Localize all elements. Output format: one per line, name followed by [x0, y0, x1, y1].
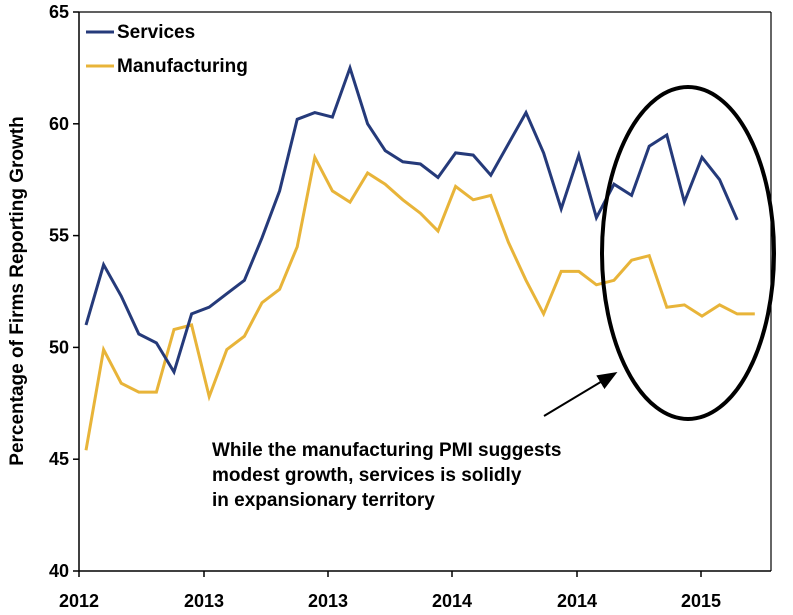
annotation-line-2: modest growth, services is solidly — [212, 465, 522, 486]
y-axis-label: Percentage of Firms Reporting Growth — [7, 116, 28, 465]
x-tick-label: 2012 — [59, 591, 99, 611]
y-tick-label: 50 — [49, 337, 69, 357]
y-tick-label: 45 — [49, 449, 69, 469]
annotation-arrow — [543, 371, 618, 417]
y-tick-label: 40 — [49, 561, 69, 581]
highlight-ellipse — [600, 85, 776, 421]
y-tick-label: 65 — [49, 2, 69, 22]
x-tick-label: 2013 — [308, 591, 348, 611]
annotation-line-3: in expansionary territory — [212, 490, 435, 511]
y-ticks: 40 45 50 55 60 65 — [49, 2, 79, 581]
x-tick-label: 2014 — [557, 591, 597, 611]
series-layer — [84, 63, 755, 451]
y-tick-label: 55 — [49, 226, 69, 246]
legend-label-services: Services — [117, 22, 195, 43]
x-ticks: 2012 2013 2013 2014 2014 2015 — [59, 571, 721, 611]
x-tick-label: 2014 — [432, 591, 472, 611]
annotation-line-1: While the manufacturing PMI suggests — [212, 440, 561, 461]
y-tick-label: 60 — [49, 114, 69, 134]
legend: Services Manufacturing — [86, 22, 248, 77]
legend-label-manufacturing: Manufacturing — [117, 56, 248, 77]
x-tick-label: 2015 — [681, 591, 721, 611]
series-line-services — [84, 63, 739, 376]
x-tick-label: 2013 — [184, 591, 224, 611]
